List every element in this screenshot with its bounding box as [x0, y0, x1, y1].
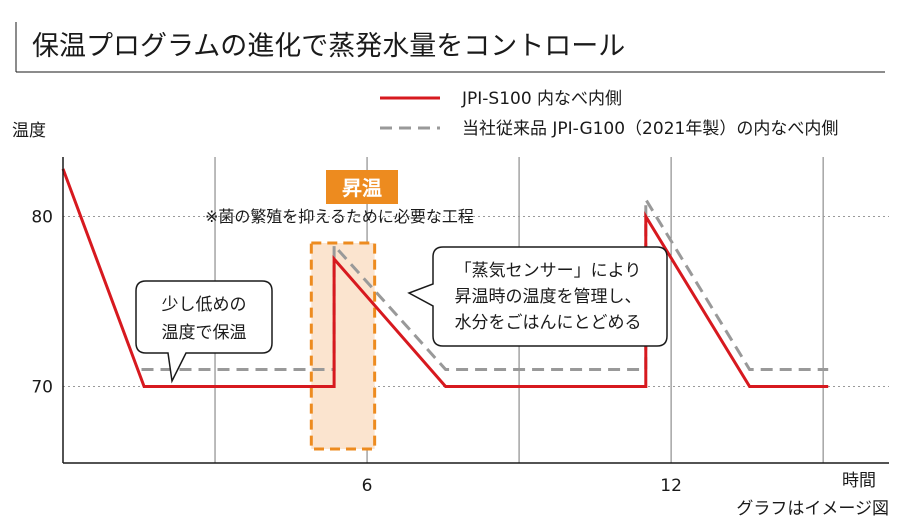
- legend: JPI-S100 内なべ内側 当社従来品 JPI-G100（2021年製）の内な…: [380, 89, 838, 139]
- x-axis-label: 時間: [842, 471, 876, 491]
- series-line-new: [61, 168, 829, 388]
- bubble-right-line-2: 昇温時の温度を管理し、: [455, 287, 642, 307]
- bubble-left-line-2: 温度で保温: [162, 323, 247, 343]
- bubble-right: [407, 246, 668, 347]
- series-group: [61, 168, 829, 388]
- chart-title: 保温プログラムの進化で蒸発水量をコントロール: [32, 31, 625, 62]
- bubble-left-line-1: 少し低めの: [162, 295, 247, 315]
- highlight-band: [309, 241, 377, 451]
- highlight-badge-label: 昇温: [342, 176, 382, 200]
- bubble-left: [135, 280, 273, 384]
- legend-label-old: 当社従来品 JPI-G100（2021年製）の内なべ内側: [462, 119, 838, 139]
- highlight-note: ※菌の繁殖を抑えるために必要な工程: [205, 207, 474, 226]
- y-tick-label: 70: [31, 378, 53, 398]
- x-tick-label: 6: [362, 476, 373, 496]
- tick-labels: 70 80 6 12: [31, 208, 682, 497]
- bubble-right-line-3: 水分をごはんにとどめる: [455, 313, 642, 333]
- y-axis-label: 温度: [12, 121, 46, 141]
- footnote: グラフはイメージ図: [736, 499, 889, 519]
- highlight-badge: [326, 170, 398, 204]
- y-tick-label: 80: [31, 208, 53, 228]
- x-tick-label: 12: [660, 476, 682, 496]
- legend-label-new: JPI-S100 内なべ内側: [461, 89, 622, 109]
- bubble-right-line-1: 「蒸気センサー」により: [455, 261, 642, 281]
